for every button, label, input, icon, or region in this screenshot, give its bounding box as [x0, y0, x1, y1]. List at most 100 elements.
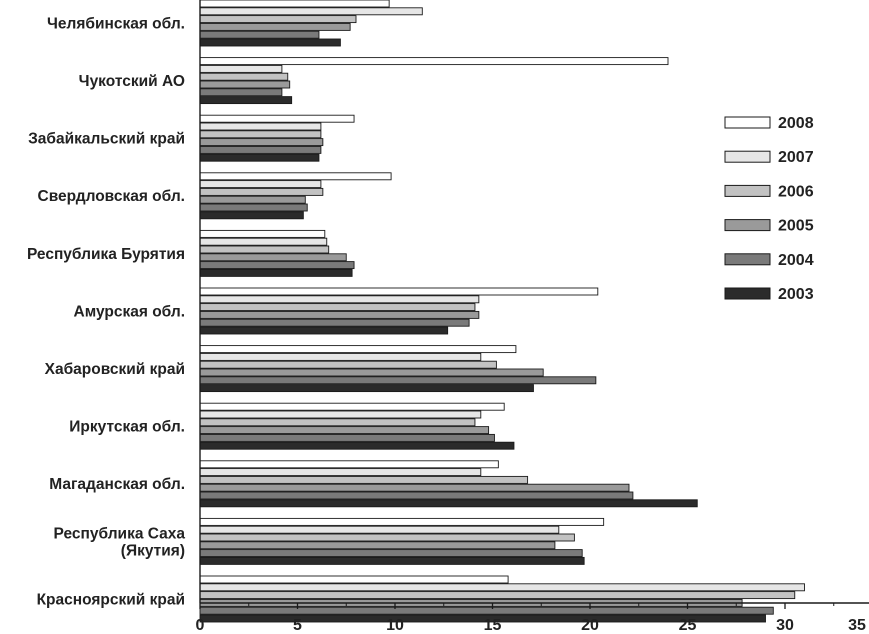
bar: [199, 384, 534, 393]
bar-group: [199, 402, 515, 450]
bar: [199, 57, 669, 66]
bar: [199, 253, 347, 262]
bar: [199, 7, 423, 16]
bar: [199, 172, 392, 181]
x-tick-label: 35: [848, 617, 866, 634]
bar: [199, 237, 328, 246]
bar: [199, 122, 322, 131]
bar: [199, 402, 505, 411]
bar: [199, 483, 630, 492]
category-label: Свердловская обл.: [38, 188, 185, 205]
category-label: Республика Саха: [54, 525, 186, 542]
bar: [199, 22, 351, 31]
legend-label: 2007: [778, 149, 814, 166]
bar: [199, 64, 283, 73]
category-label: Красноярский край: [37, 591, 185, 608]
category-label: Магаданская обл.: [49, 476, 185, 493]
category-label: Амурская обл.: [74, 303, 186, 320]
bar: [199, 556, 585, 565]
bar: [199, 38, 341, 47]
legend-item: 2006: [724, 183, 814, 200]
bar: [199, 426, 490, 435]
bar: [199, 525, 560, 534]
bar: [199, 303, 476, 312]
bar: [199, 591, 796, 600]
bar: [199, 80, 291, 89]
bar: [199, 287, 599, 296]
category-label: Республика Бурятия: [27, 246, 185, 263]
legend: 2008 2007 2006 2005 2004 2003: [724, 115, 814, 303]
bar: [199, 211, 304, 220]
x-axis: 0 5 10 15 20 25 30 35: [196, 0, 869, 634]
bar: [199, 245, 330, 254]
x-tick-label: 10: [386, 617, 404, 634]
x-tick-label: 30: [776, 617, 794, 634]
legend-item: 2004: [724, 252, 814, 269]
legend-label: 2004: [778, 252, 814, 269]
bar: [199, 491, 634, 500]
legend-label: 2003: [778, 286, 814, 303]
bar: [199, 418, 476, 427]
bar: [199, 614, 766, 623]
bar: [199, 30, 320, 39]
category-label: (Якутия): [121, 542, 185, 559]
bar: [199, 345, 517, 354]
bar: [199, 410, 482, 419]
bar: [199, 352, 482, 361]
bar: [199, 268, 353, 277]
legend-swatch: [724, 253, 771, 266]
bar: [199, 153, 320, 162]
bar: [199, 114, 355, 123]
bar: [199, 72, 289, 81]
bar-group: [199, 57, 669, 105]
bar: [199, 318, 470, 327]
bar: [199, 130, 322, 139]
legend-item: 2007: [724, 149, 814, 166]
bar: [199, 575, 509, 584]
legend-swatch: [724, 116, 771, 129]
bar-group: [199, 287, 599, 335]
bar: [199, 229, 326, 238]
bar: [199, 326, 449, 335]
bar: [199, 499, 698, 508]
bar: [199, 203, 308, 212]
bar: [199, 187, 324, 196]
bar-group: [199, 345, 597, 393]
bar: [199, 606, 774, 615]
bar: [199, 368, 544, 377]
category-label: Челябинская обл.: [47, 15, 185, 32]
bar-group: [199, 0, 423, 47]
legend-swatch: [724, 287, 771, 300]
bar-group: [199, 114, 355, 162]
bar: [199, 376, 597, 385]
bar: [199, 310, 480, 319]
bar: [199, 441, 515, 450]
category-labels: Челябинская обл. Чукотский АО Забайкальски…: [27, 15, 185, 608]
bar: [199, 145, 322, 154]
bar-group: [199, 172, 392, 220]
legend-item: 2008: [724, 115, 814, 132]
legend-item: 2005: [724, 218, 814, 235]
bar: [199, 295, 480, 304]
legend-label: 2008: [778, 115, 814, 132]
x-tick-label: 20: [581, 617, 599, 634]
bar: [199, 96, 293, 105]
bar: [199, 533, 575, 542]
bar-group: [199, 575, 805, 623]
bar: [199, 360, 497, 369]
legend-swatch: [724, 184, 771, 197]
bar: [199, 468, 482, 477]
legend-swatch: [724, 150, 771, 163]
bar: [199, 180, 322, 189]
bar: [199, 475, 529, 484]
legend-label: 2005: [778, 218, 814, 235]
bar: [199, 433, 495, 442]
bar: [199, 549, 583, 558]
bar: [199, 517, 605, 526]
category-label: Чукотский АО: [79, 73, 185, 90]
x-tick-label: 25: [679, 617, 697, 634]
legend-swatch: [724, 219, 771, 232]
bar: [199, 195, 306, 204]
